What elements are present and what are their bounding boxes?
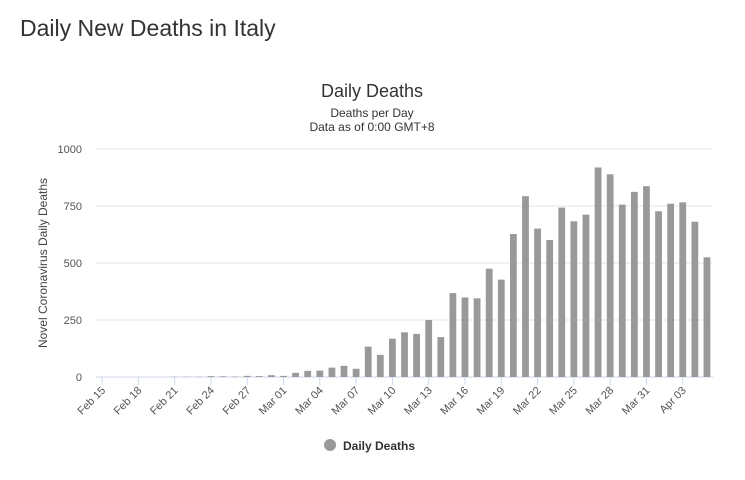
bar	[619, 205, 626, 377]
bar	[679, 202, 686, 377]
bar	[365, 347, 372, 377]
y-tick-label: 750	[64, 201, 82, 213]
bar	[534, 229, 541, 377]
chart-subtitle: Data as of 0:00 GMT+8	[309, 120, 434, 134]
bar	[437, 337, 444, 377]
bar	[704, 257, 711, 377]
bar	[377, 355, 384, 377]
x-tick-label: Mar 13	[402, 385, 435, 418]
legend-label: Daily Deaths	[343, 439, 415, 453]
x-tick-label: Mar 19	[475, 385, 508, 418]
x-tick-label: Mar 07	[330, 385, 363, 418]
y-tick-label: 500	[64, 258, 82, 270]
bar	[316, 371, 323, 377]
x-tick-label: Mar 25	[547, 385, 580, 418]
y-tick-label: 1000	[58, 144, 82, 156]
y-tick-label: 250	[64, 315, 82, 327]
bar	[256, 376, 263, 377]
bar	[474, 298, 481, 377]
x-tick-label: Mar 31	[620, 385, 653, 418]
x-tick-label: Feb 18	[112, 385, 145, 418]
x-tick-label: Mar 16	[438, 385, 471, 418]
page-title: Daily New Deaths in Italy	[20, 15, 276, 41]
bar	[595, 167, 602, 377]
bar	[292, 373, 299, 377]
bar	[220, 376, 227, 377]
legend-marker	[324, 439, 336, 451]
x-tick-label: Feb 27	[221, 385, 254, 418]
x-tick-label: Mar 22	[511, 385, 544, 418]
bar	[389, 339, 396, 377]
x-tick-label: Mar 01	[257, 385, 290, 418]
y-tick-label: 0	[76, 372, 82, 384]
bar	[583, 215, 590, 377]
bar	[570, 221, 577, 377]
bar	[510, 234, 517, 377]
bar	[353, 369, 360, 377]
bar	[280, 376, 287, 377]
bar	[522, 196, 529, 377]
bar	[667, 204, 674, 377]
bar	[425, 320, 432, 377]
x-tick-label: Feb 24	[184, 385, 217, 418]
bar	[413, 334, 420, 377]
bar	[498, 280, 505, 377]
bar	[691, 222, 698, 377]
x-tick-label: Mar 10	[366, 385, 399, 418]
bar	[631, 192, 638, 377]
bar	[304, 371, 311, 377]
x-tick-label: Apr 03	[657, 385, 688, 416]
chart-subtitle: Deaths per Day	[330, 106, 413, 120]
bar	[546, 240, 553, 377]
bar	[655, 211, 662, 377]
bar	[558, 208, 565, 377]
bar	[462, 297, 469, 377]
bar	[643, 186, 650, 377]
bar	[401, 332, 408, 377]
x-tick-label: Feb 21	[148, 385, 181, 418]
chart-title: Daily Deaths	[321, 81, 423, 101]
bar	[486, 269, 493, 377]
x-tick-label: Feb 15	[75, 385, 108, 418]
bar	[268, 375, 275, 377]
y-axis-label: Novel Coronavirus Daily Deaths	[36, 178, 50, 348]
x-tick-label: Mar 28	[584, 385, 617, 418]
bar	[244, 376, 251, 377]
bar	[208, 376, 215, 377]
bar	[450, 293, 457, 377]
bar	[341, 366, 348, 377]
bar	[329, 368, 336, 377]
x-tick-label: Mar 04	[293, 385, 326, 418]
bar	[607, 174, 614, 377]
